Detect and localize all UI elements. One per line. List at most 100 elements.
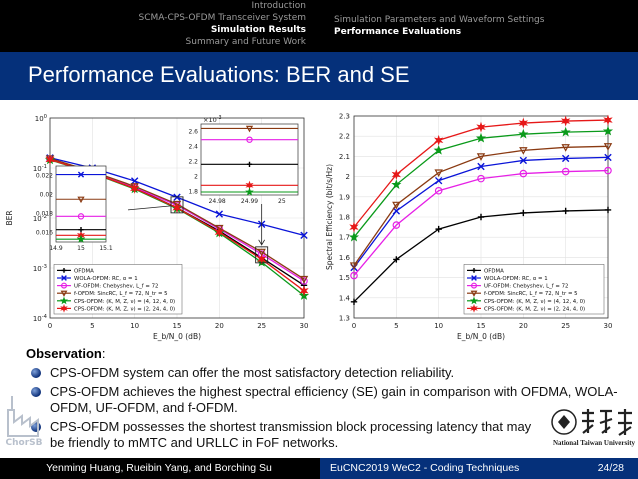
slide-title: Performance Evaluations: BER and SE bbox=[28, 62, 410, 87]
circle-marker bbox=[604, 166, 612, 175]
inset-x-tick-label: 15 bbox=[77, 245, 85, 252]
x-marker bbox=[561, 154, 570, 163]
inset-y-tick-label: 2 bbox=[194, 173, 198, 180]
footer-bar: Yenming Huang, Rueibin Yang, and Borchin… bbox=[0, 458, 638, 479]
y-tick-label: 2 bbox=[346, 173, 350, 181]
circle-marker bbox=[60, 282, 67, 289]
circle-marker bbox=[434, 186, 443, 195]
x-marker bbox=[61, 275, 67, 281]
legend-label: OFDMA bbox=[74, 268, 94, 274]
inset-x-tick-label: 14.9 bbox=[49, 245, 63, 252]
x-marker bbox=[434, 176, 443, 185]
y-tick-label: 1.4 bbox=[339, 294, 351, 302]
plus-marker bbox=[61, 268, 67, 273]
nav-subsection-parameters[interactable]: Simulation Parameters and Waveform Setti… bbox=[334, 15, 545, 25]
legend: OFDMA WOLA-OFDM: RC, α = 1 UF-OFDM: Chebys… bbox=[463, 264, 605, 315]
star-marker bbox=[602, 125, 614, 136]
circle-marker bbox=[300, 277, 308, 285]
triangle-marker bbox=[603, 143, 613, 151]
plot-frame bbox=[353, 115, 609, 319]
y-tick-label: 1.8 bbox=[339, 214, 350, 222]
y-tick-label: 1.3 bbox=[339, 315, 350, 323]
circle-marker bbox=[350, 271, 358, 280]
y-tick-label: 2.2 bbox=[339, 133, 350, 141]
hexagram-marker bbox=[433, 134, 444, 146]
nav-subsection-performance[interactable]: Performance Evaluations bbox=[334, 27, 462, 37]
nav-section-simulation-results[interactable]: Simulation Results bbox=[210, 25, 306, 35]
triangle-marker bbox=[172, 200, 182, 209]
x-tick-label: 5 bbox=[394, 322, 398, 330]
triangle-marker bbox=[215, 224, 224, 233]
star-marker bbox=[348, 231, 360, 242]
triangle-marker bbox=[470, 290, 478, 297]
legend-label: WOLA-OFDM: RC, α = 1 bbox=[484, 276, 548, 282]
nav-section-transceiver[interactable]: SCMA-CPS-OFDM Transceiver System bbox=[138, 13, 306, 23]
x-tick-label: 25 bbox=[561, 322, 570, 330]
x-marker bbox=[300, 231, 308, 240]
y-tick-label: 10-2 bbox=[33, 214, 47, 223]
y-tick-label: 2.1 bbox=[339, 153, 350, 161]
footer-authors: Yenming Huang, Rueibin Yang, and Borchin… bbox=[46, 462, 272, 474]
hexagram-marker bbox=[299, 285, 309, 297]
x-tick-label: 15 bbox=[173, 322, 182, 330]
circle-marker bbox=[519, 169, 528, 178]
series-group bbox=[348, 114, 614, 306]
observation-list: CPS-OFDM system can offer the most satis… bbox=[26, 365, 626, 451]
triangle-marker bbox=[561, 144, 570, 152]
university-logo: National Taiwan University bbox=[550, 405, 638, 455]
legend-label: f-OFDM: SincRC, L_f = 72, N_tr = 5 bbox=[74, 291, 168, 297]
inset-y-tick-label: 2.2 bbox=[188, 158, 198, 165]
plus-marker bbox=[350, 298, 358, 306]
inset-chart: 14.9 15 15.1 0.016 0.018 0.02 0.022 bbox=[36, 165, 113, 252]
y-tick-label: 1.9 bbox=[339, 193, 350, 201]
y-axis-label: Spectral Efficiency (bit/s/Hz) bbox=[325, 164, 334, 270]
hexagram-marker bbox=[518, 117, 529, 129]
inset-y-tick-label: 0.022 bbox=[36, 173, 53, 180]
ber-chart: 0 5 10 15 20 25 30 10-4 10-3 10-2 10-1 100 E_b/N_0 (… bbox=[5, 114, 310, 341]
nav-section-introduction[interactable]: Introduction bbox=[251, 1, 306, 11]
observation-item: CPS-OFDM achieves the highest spectral e… bbox=[31, 384, 626, 416]
plus-marker bbox=[78, 227, 84, 233]
triangle-marker bbox=[257, 248, 266, 257]
x-axis-label: E_b/N_0 (dB) bbox=[153, 332, 201, 341]
y-axis-label: BER bbox=[5, 210, 14, 225]
circle-marker bbox=[77, 213, 85, 220]
x-tick-label: 5 bbox=[90, 322, 94, 330]
inset-y-tick-label: 1.8 bbox=[188, 188, 198, 195]
x-marker bbox=[130, 177, 139, 185]
legend-box bbox=[53, 264, 183, 315]
star-marker bbox=[76, 234, 86, 243]
inset-x-tick-label: 24.98 bbox=[209, 198, 226, 205]
inset-y-tick-label: 2.6 bbox=[188, 128, 198, 135]
triangle-marker bbox=[245, 125, 254, 133]
x-tick-label: 30 bbox=[300, 322, 309, 330]
y-tick-label: 10-4 bbox=[33, 314, 48, 323]
hexagram-marker bbox=[603, 114, 613, 126]
star-marker bbox=[391, 179, 402, 189]
legend-label: UF-OFDM: Chebyshev, L_f = 72 bbox=[74, 284, 158, 290]
plus-marker bbox=[393, 256, 400, 263]
inset-y-tick-label: 2.4 bbox=[188, 143, 198, 150]
inset-chart: 24.98 24.99 25 1.8 2 2.2 2.4 2.6 bbox=[188, 123, 299, 205]
spectral-efficiency-chart: 0 5 10 15 20 25 30 1.3 1.4 1.5 1.6 1.7 1.8 1.9 2 2.1 2.2… bbox=[325, 113, 614, 341]
legend-label: OFDMA bbox=[484, 268, 504, 274]
slide-title-bar: Performance Evaluations: BER and SE bbox=[0, 52, 638, 100]
inset-y-tick-label: 0.016 bbox=[36, 230, 53, 237]
triangle-marker bbox=[60, 290, 68, 297]
nav-section-summary[interactable]: Summary and Future Work bbox=[185, 37, 306, 47]
bullet-icon bbox=[31, 387, 41, 397]
page-number: 24/28 bbox=[597, 462, 624, 474]
star-marker bbox=[560, 126, 571, 137]
series-line bbox=[353, 145, 609, 266]
legend-label: UF-OFDM: Chebyshev, L_f = 72 bbox=[484, 284, 568, 290]
plus-marker bbox=[435, 225, 442, 233]
x-marker bbox=[519, 156, 528, 165]
plus-marker bbox=[604, 206, 612, 214]
hexagram-marker bbox=[172, 202, 182, 214]
inset-x-tick-label: 24.99 bbox=[241, 198, 258, 205]
plus-marker bbox=[520, 209, 527, 217]
x-marker bbox=[604, 153, 612, 162]
x-tick-label: 0 bbox=[352, 322, 356, 330]
lab-logo-text: ChorSB bbox=[6, 438, 43, 448]
university-name: National Taiwan University bbox=[552, 439, 636, 447]
